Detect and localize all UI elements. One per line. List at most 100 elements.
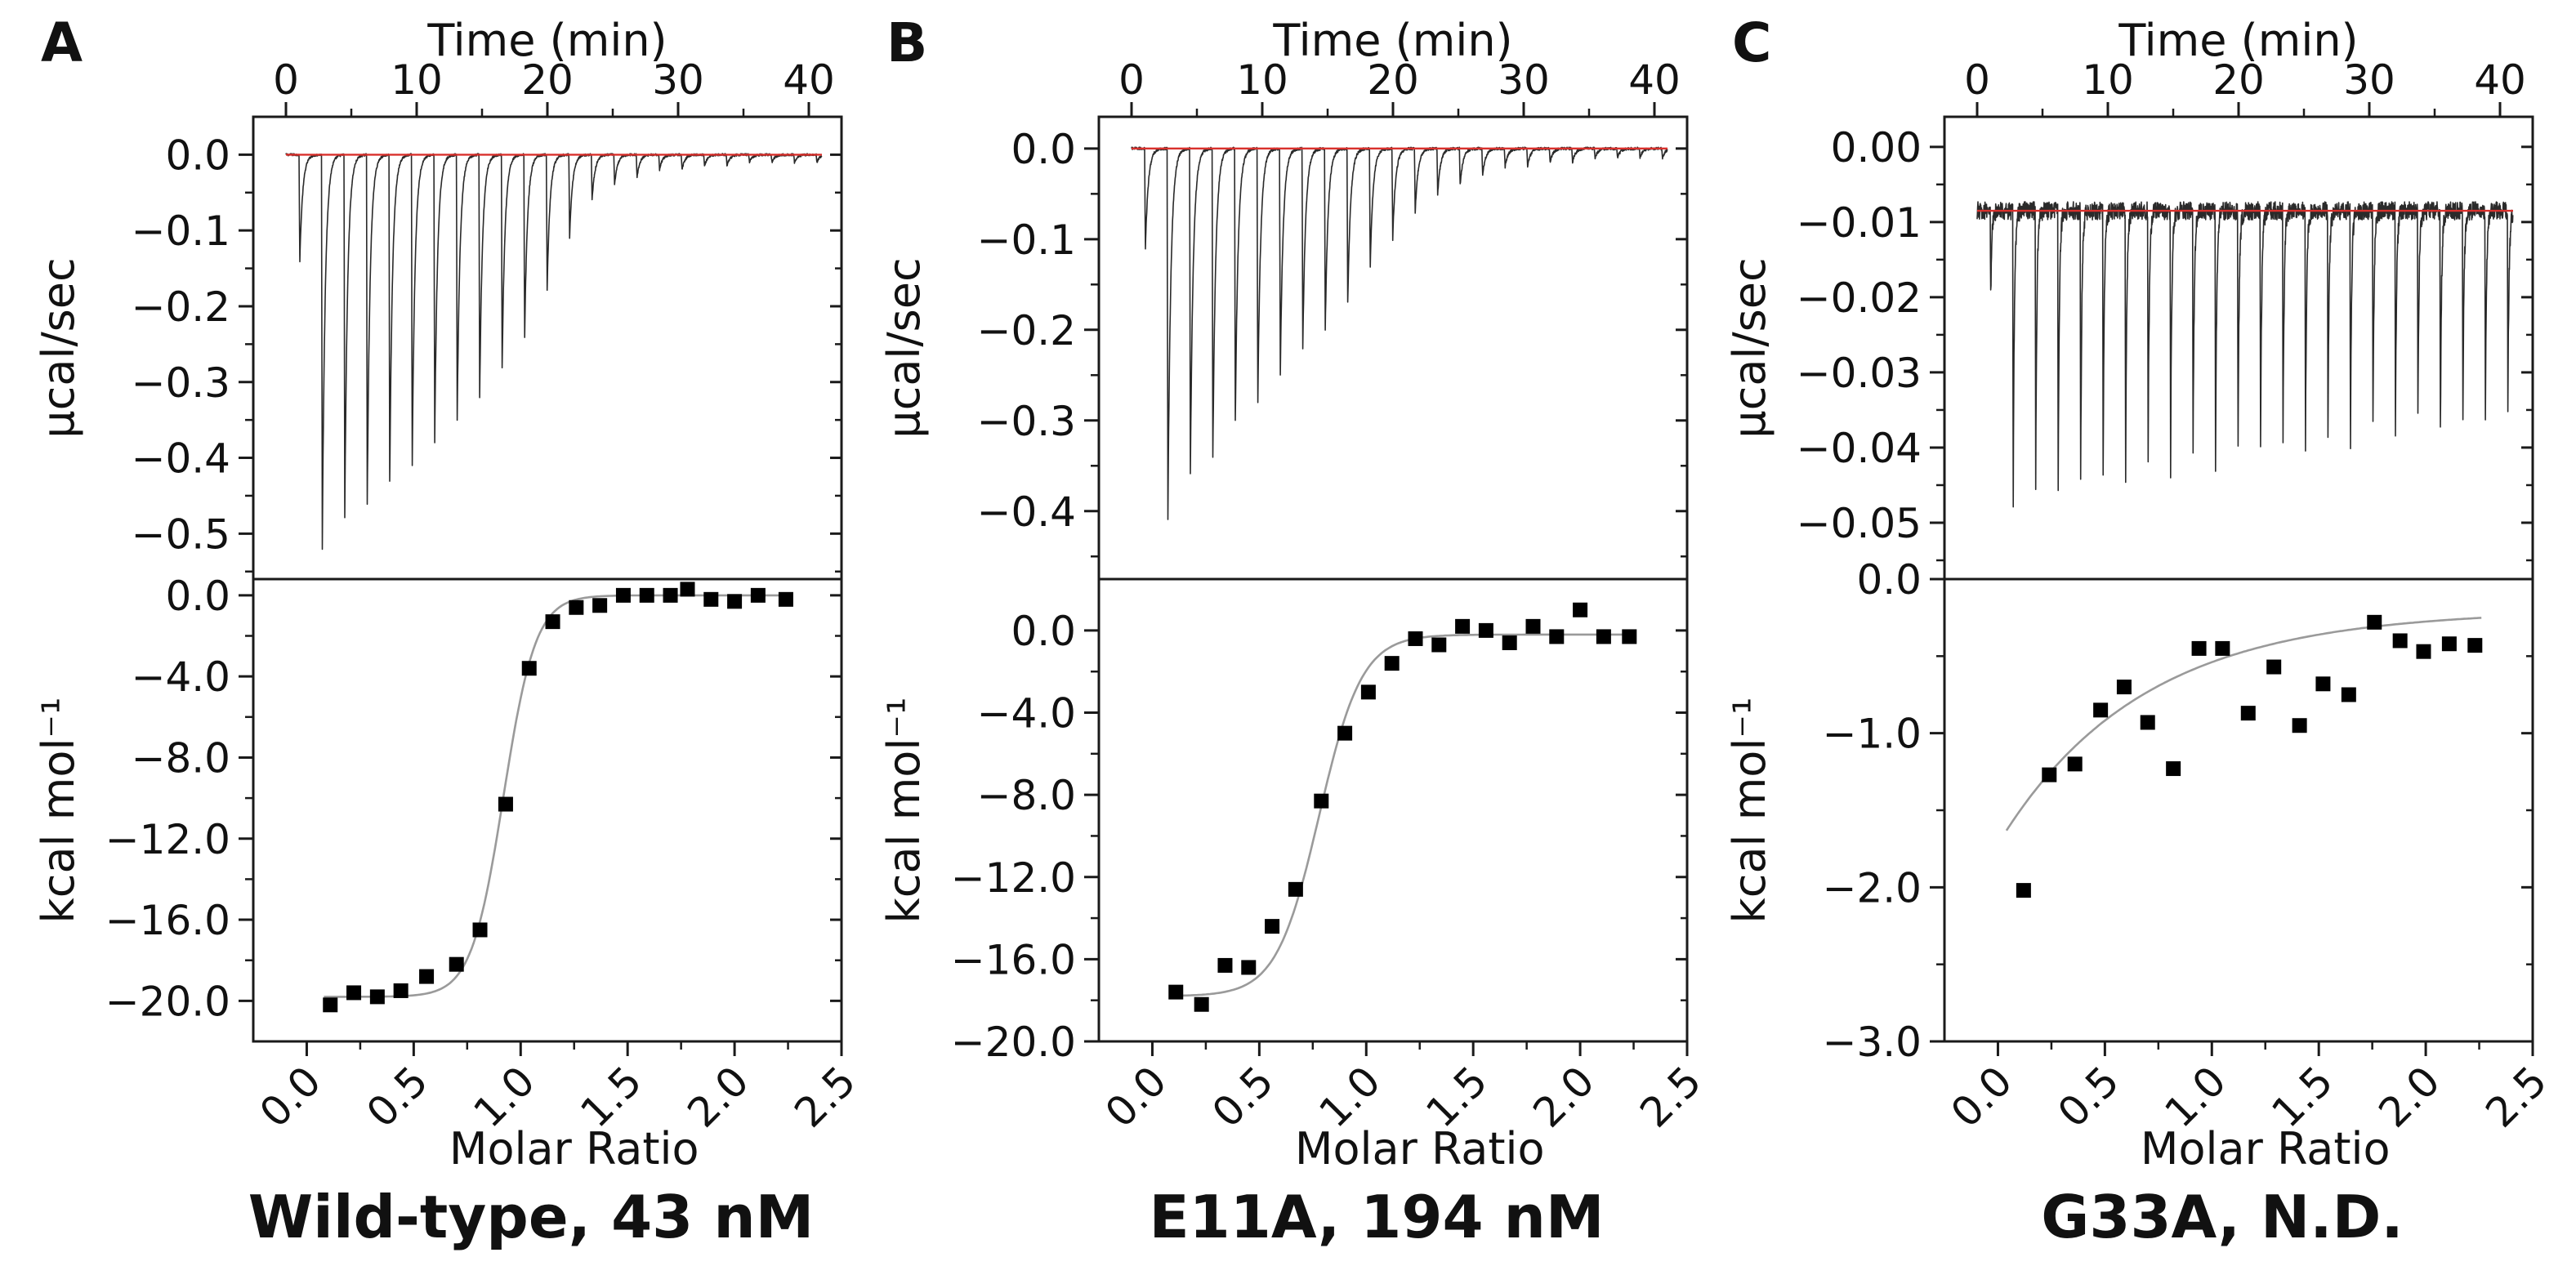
raw-y-tick-label: 0.0: [1011, 126, 1076, 173]
isotherm-y-tick-label: 0.0: [165, 573, 230, 620]
time-axis-title: Time (min): [426, 15, 667, 66]
isotherm-y-axis-title: kcal mol⁻¹: [878, 697, 930, 923]
isotherm-data-point: [2467, 638, 2483, 653]
isotherm-data-point: [592, 598, 608, 613]
isotherm-data-point: [1288, 881, 1303, 897]
molar-ratio-axis-title: Molar Ratio: [2141, 1123, 2391, 1175]
raw-y-tick-label: −0.4: [132, 435, 230, 483]
isotherm-data-point: [1502, 635, 1517, 650]
raw-y-tick-label: −0.3: [132, 359, 230, 407]
isotherm-y-tick-label: −8.0: [977, 772, 1076, 819]
isotherm-data-point: [1194, 996, 1209, 1012]
isotherm-y-tick-label: 0.0: [1856, 556, 1922, 604]
raw-y-tick-label: −0.5: [132, 510, 230, 558]
isotherm-data-point: [1360, 684, 1376, 700]
isotherm-data-point: [498, 796, 513, 812]
isotherm-data-point: [323, 997, 338, 1013]
isotherm-data-point: [2392, 633, 2408, 649]
time-tick-label: 40: [783, 56, 835, 104]
isotherm-data-point: [521, 661, 537, 676]
time-tick-label: 30: [1498, 56, 1550, 104]
isotherm-data-point: [2367, 614, 2382, 630]
molar-ratio-tick-label: 2.5: [1631, 1057, 1710, 1136]
panel-caption: Wild-type, 43 nM: [248, 1183, 815, 1251]
isotherm-data-point: [1241, 960, 1257, 975]
isotherm-data-point: [1384, 656, 1400, 671]
isotherm-fit-curve: [1169, 633, 1636, 997]
isotherm-fit-curve: [2005, 617, 2482, 831]
time-tick-label: 40: [2474, 56, 2526, 104]
raw-heat-trace: [1976, 201, 2514, 508]
isotherm-data-point: [2240, 706, 2256, 721]
raw-y-axis-title: µcal/sec: [1724, 257, 1775, 438]
raw-plot-frame: [252, 115, 843, 581]
raw-y-tick-label: −0.04: [1797, 425, 1922, 472]
isotherm-data-point: [663, 587, 678, 603]
isotherm-data-point: [1217, 957, 1233, 973]
isotherm-data-point: [2140, 715, 2155, 730]
isotherm-y-tick-label: −12.0: [105, 816, 230, 863]
isotherm-y-tick-label: −20.0: [105, 978, 230, 1025]
isotherm-data-point: [2067, 756, 2083, 772]
molar-ratio-tick-label: 2.5: [785, 1057, 864, 1136]
panel-caption: G33A, N.D.: [2041, 1183, 2404, 1251]
isotherm-data-point: [1622, 629, 1637, 644]
isotherm-y-tick-label: −4.0: [132, 653, 230, 701]
isotherm-data-point: [2292, 718, 2307, 733]
panel-c: C G33A, N.D. 0 10 20 30 40 Time (min) 0.00 −0.01 −…: [1724, 11, 2556, 1251]
isotherm-data-point: [1596, 629, 1611, 644]
molar-ratio-tick-label: 2.5: [2476, 1057, 2556, 1136]
isotherm-data-point: [1265, 919, 1280, 934]
isotherm-data-point: [2416, 644, 2431, 659]
isotherm-data-point: [2042, 767, 2057, 782]
time-tick-label: 0: [1118, 56, 1145, 104]
raw-y-tick-label: 0.0: [165, 132, 230, 179]
raw-y-tick-label: −0.02: [1797, 274, 1922, 322]
isotherm-plot-frame: [1097, 577, 1689, 1043]
isotherm-y-tick-label: −16.0: [105, 897, 230, 944]
panel-b: B E11A, 194 nM 0 10 20 30 40 Time (min) 0.0 −0.1 −…: [878, 11, 1711, 1251]
isotherm-data-point: [2341, 687, 2356, 702]
raw-y-tick-label: −0.4: [977, 488, 1076, 536]
panel-label: B: [886, 11, 927, 74]
raw-y-tick-label: −0.01: [1797, 199, 1922, 247]
isotherm-data-point: [2093, 702, 2109, 718]
time-tick-label: 30: [652, 56, 704, 104]
isotherm-data-point: [703, 591, 719, 607]
raw-y-tick-label: −0.2: [977, 307, 1076, 354]
raw-y-tick-label: −0.3: [977, 398, 1076, 445]
molar-ratio-tick-label: 0.5: [358, 1057, 437, 1136]
time-tick-label: 0: [1964, 56, 1990, 104]
isotherm-data-point: [639, 587, 654, 603]
isotherm-data-point: [778, 591, 793, 607]
isotherm-y-tick-label: −4.0: [977, 690, 1076, 738]
time-axis-title: Time (min): [1272, 15, 1512, 66]
isotherm-data-point: [2266, 659, 2282, 675]
isotherm-data-point: [2441, 636, 2457, 652]
raw-heat-trace: [1131, 146, 1668, 520]
isotherm-y-tick-label: 0.0: [1011, 608, 1076, 655]
isotherm-data-point: [680, 582, 695, 597]
isotherm-data-point: [393, 983, 408, 998]
isotherm-y-tick-label: −1.0: [1823, 711, 1922, 758]
isotherm-y-axis-title: kcal mol⁻¹: [1724, 697, 1775, 923]
raw-y-tick-label: −0.1: [132, 207, 230, 255]
isotherm-data-point: [369, 989, 385, 1005]
molar-ratio-tick-label: 0.5: [1203, 1057, 1283, 1136]
isotherm-data-point: [346, 985, 362, 1001]
isotherm-data-point: [1314, 793, 1329, 809]
isotherm-data-point: [1431, 637, 1447, 653]
isotherm-data-point: [569, 600, 584, 615]
raw-plot-frame: [1097, 115, 1689, 581]
raw-y-tick-label: 0.00: [1831, 124, 1922, 172]
isotherm-data-point: [2016, 883, 2031, 898]
isotherm-data-point: [2215, 640, 2230, 656]
time-tick-label: 10: [391, 56, 443, 104]
molar-ratio-tick-label: 0.0: [1942, 1057, 2021, 1136]
molar-ratio-tick-label: 0.5: [2049, 1057, 2128, 1136]
isotherm-data-point: [750, 587, 766, 603]
time-tick-label: 40: [1628, 56, 1681, 104]
time-tick-label: 20: [1367, 56, 1419, 104]
